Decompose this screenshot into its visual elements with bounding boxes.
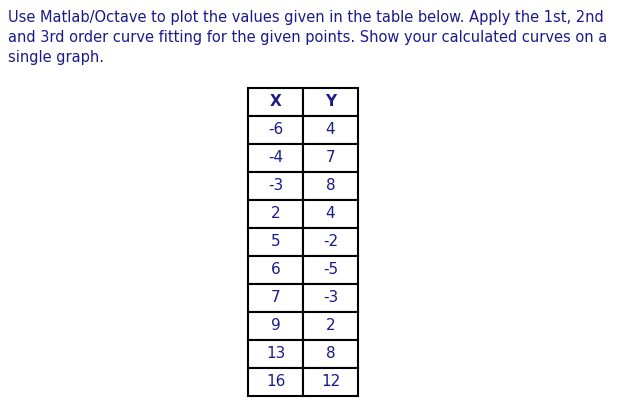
Bar (303, 312, 358, 340)
Text: 5: 5 (270, 235, 281, 249)
Bar (303, 172, 358, 200)
Bar (248, 172, 303, 200)
Text: 4: 4 (325, 122, 336, 138)
Bar (303, 368, 358, 396)
Text: 7: 7 (270, 290, 281, 306)
Text: 6: 6 (270, 263, 281, 277)
Bar (303, 88, 358, 116)
Bar (303, 340, 358, 368)
Bar (303, 256, 358, 284)
Text: Use Matlab/Octave to plot the values given in the table below. Apply the 1st, 2n: Use Matlab/Octave to plot the values giv… (8, 10, 604, 25)
Text: single graph.: single graph. (8, 50, 104, 65)
Text: -6: -6 (268, 122, 283, 138)
Bar (303, 284, 358, 312)
Text: 9: 9 (270, 318, 281, 334)
Bar (248, 200, 303, 228)
Bar (303, 144, 358, 172)
Text: and 3rd order curve fitting for the given points. Show your calculated curves on: and 3rd order curve fitting for the give… (8, 30, 607, 45)
Text: -4: -4 (268, 150, 283, 166)
Text: 16: 16 (266, 375, 285, 389)
Text: -3: -3 (323, 290, 338, 306)
Text: 8: 8 (325, 178, 336, 194)
Text: 7: 7 (325, 150, 336, 166)
Text: 13: 13 (266, 346, 285, 361)
Bar (248, 88, 303, 116)
Bar (303, 116, 358, 144)
Bar (248, 340, 303, 368)
Text: 4: 4 (325, 207, 336, 221)
Bar (248, 116, 303, 144)
Text: 8: 8 (325, 346, 336, 361)
Bar (248, 368, 303, 396)
Bar (248, 144, 303, 172)
Bar (248, 228, 303, 256)
Text: -5: -5 (323, 263, 338, 277)
Text: 12: 12 (321, 375, 340, 389)
Bar (248, 256, 303, 284)
Bar (303, 228, 358, 256)
Text: Y: Y (325, 95, 336, 109)
Text: 2: 2 (325, 318, 336, 334)
Text: X: X (270, 95, 281, 109)
Text: 2: 2 (270, 207, 281, 221)
Text: -3: -3 (268, 178, 283, 194)
Bar (248, 284, 303, 312)
Bar (248, 312, 303, 340)
Text: -2: -2 (323, 235, 338, 249)
Bar (303, 200, 358, 228)
